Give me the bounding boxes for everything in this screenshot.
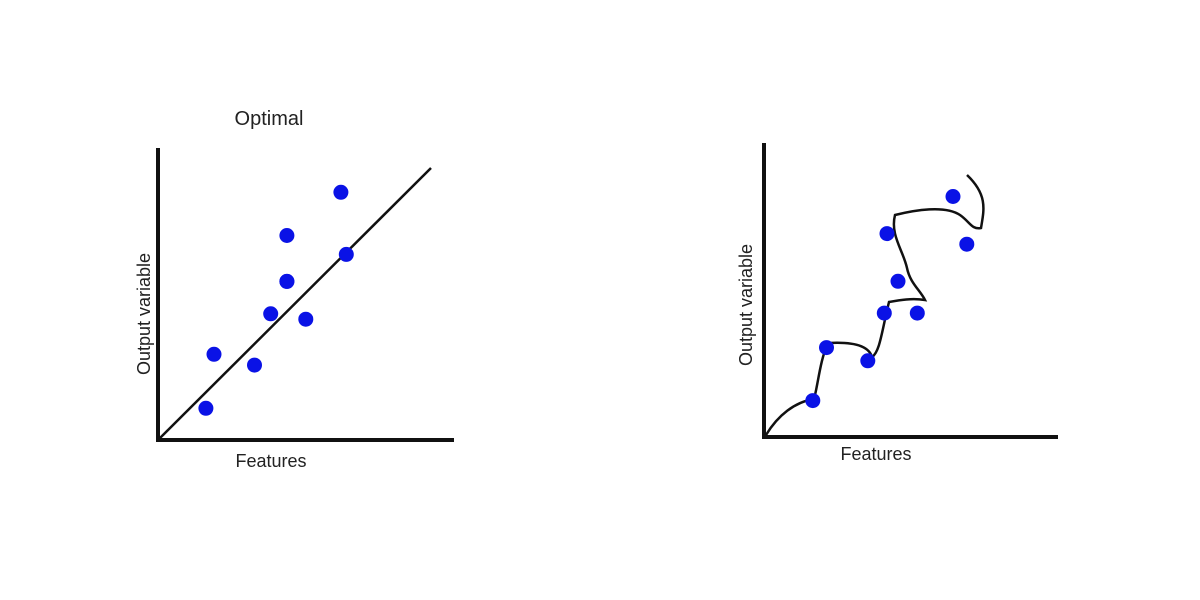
- data-points: [805, 189, 975, 409]
- data-point: [819, 340, 834, 356]
- fit-line: [159, 167, 432, 439]
- data-point: [279, 273, 295, 289]
- data-point: [298, 311, 314, 327]
- chart-title: Optimal: [235, 108, 304, 130]
- data-points: [198, 184, 354, 416]
- data-point: [860, 353, 876, 369]
- data-point: [333, 184, 349, 200]
- data-point: [247, 357, 262, 373]
- data-point: [890, 273, 906, 289]
- data-point: [198, 400, 214, 416]
- x-axis-label: Features: [840, 444, 911, 464]
- data-point: [206, 346, 222, 362]
- data-point: [279, 228, 295, 243]
- data-point: [959, 236, 975, 252]
- optimal-fit-chart: Optimal Features Output variable: [134, 108, 454, 471]
- data-point: [338, 246, 354, 262]
- data-point: [263, 306, 279, 322]
- y-axis-label: Output variable: [736, 244, 756, 366]
- data-point: [805, 393, 821, 409]
- overfit-chart: Features Output variable: [736, 143, 1058, 464]
- data-point: [879, 226, 895, 242]
- data-point: [876, 305, 892, 321]
- data-point: [909, 305, 925, 321]
- y-axis-label: Output variable: [134, 253, 154, 375]
- data-point: [945, 189, 961, 204]
- overfit-curve: [764, 174, 985, 436]
- x-axis-label: Features: [235, 451, 306, 471]
